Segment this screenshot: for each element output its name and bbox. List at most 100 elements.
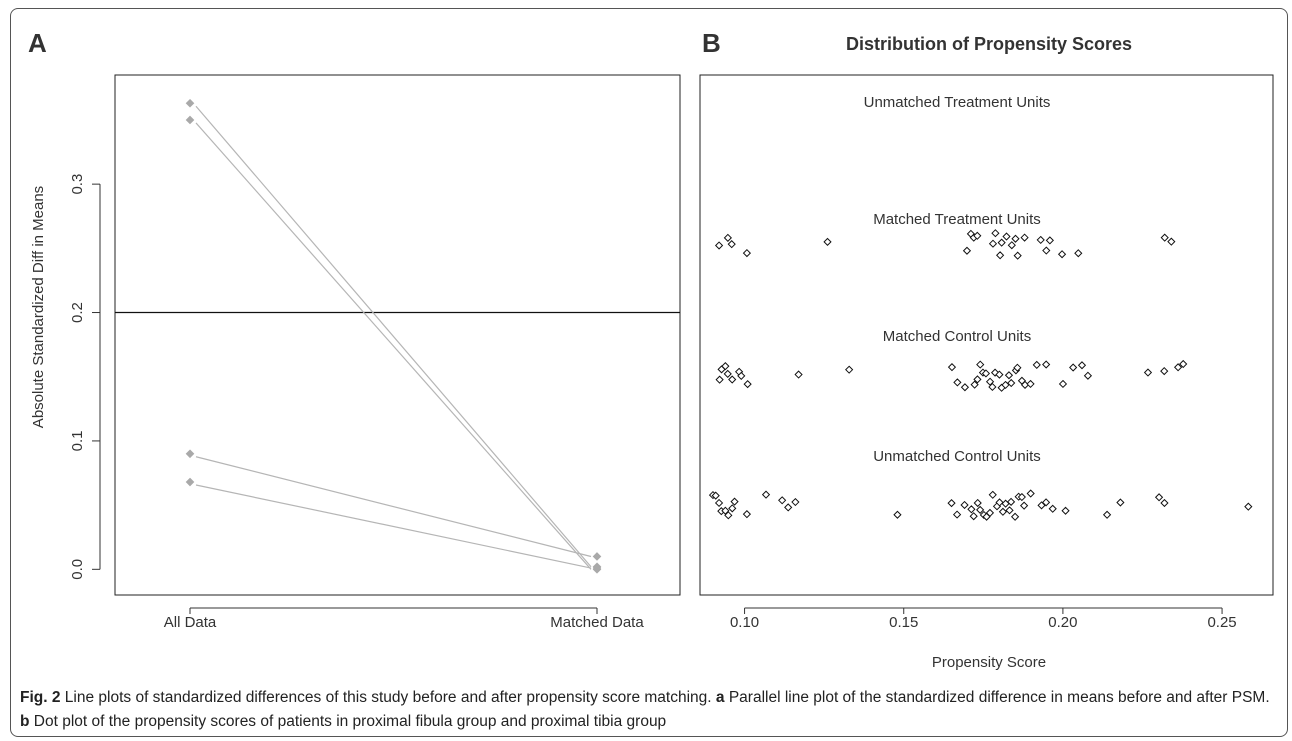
data-point: [1061, 506, 1070, 515]
panel-b-letter: B: [702, 28, 721, 58]
data-point: [730, 497, 739, 506]
data-point: [185, 477, 195, 487]
data-point: [1041, 498, 1051, 507]
data-point: [893, 510, 902, 519]
data-point: [1010, 512, 1020, 521]
data-point: [742, 510, 752, 519]
data-point: [711, 491, 720, 500]
group-3: Matched Control Units: [715, 328, 1188, 392]
data-point: [973, 375, 982, 384]
data-point: [1116, 498, 1125, 507]
series-line-4: [195, 484, 592, 569]
data-point: [743, 380, 752, 389]
data-point: [1026, 489, 1035, 498]
x-tick-label: 0.15: [889, 614, 918, 631]
data-point: [778, 496, 787, 505]
data-point: [1048, 504, 1057, 513]
panel-a-series-group: [195, 105, 592, 570]
data-point: [985, 508, 995, 518]
data-point: [1154, 493, 1164, 502]
series-line-3: [195, 456, 592, 558]
panel-a-points-group: [185, 98, 602, 574]
data-point: [1019, 501, 1029, 510]
data-point: [761, 490, 771, 499]
x-tick-label: Matched Data: [550, 614, 644, 631]
data-point: [985, 377, 995, 386]
x-tick-label: 0.20: [1048, 614, 1077, 631]
data-point: [1007, 241, 1016, 250]
data-point: [1057, 250, 1067, 259]
data-point: [1058, 379, 1068, 389]
data-point: [1005, 506, 1014, 515]
data-point: [823, 237, 832, 246]
data-point: [1077, 361, 1087, 370]
data-point: [967, 505, 976, 514]
data-point: [969, 512, 978, 521]
panel-a-plot-area: [114, 74, 681, 596]
data-point: [1083, 371, 1093, 380]
caption-b-text: Dot plot of the propensity scores of pat…: [29, 713, 667, 730]
panel-a-y-axis: 0.0 0.1 0.2 0.3: [69, 174, 101, 580]
data-point: [1143, 368, 1153, 377]
panel-a-x-axis: All Data Matched Data: [164, 607, 644, 631]
panel-b-x-axis-label: Propensity Score: [932, 654, 1046, 671]
data-point: [1007, 378, 1016, 388]
data-point: [791, 497, 800, 507]
data-point: [1032, 360, 1041, 370]
group-2: Matched Treatment Units: [714, 211, 1176, 260]
data-point: [1020, 233, 1029, 242]
y-tick-label: 0.3: [69, 174, 86, 195]
y-tick-label: 0.1: [69, 430, 86, 451]
data-point: [1179, 359, 1188, 369]
data-point: [997, 238, 1006, 247]
data-point: [185, 98, 195, 108]
group-1: Unmatched Treatment Units: [864, 94, 1051, 111]
data-point: [970, 380, 979, 389]
series-line-2: [195, 122, 592, 570]
data-point: [784, 503, 793, 512]
data-point: [1017, 492, 1026, 502]
data-point: [728, 504, 737, 513]
group-label: Matched Control Units: [883, 328, 1031, 345]
group-label: Unmatched Treatment Units: [864, 94, 1051, 111]
x-tick-label: 0.25: [1207, 614, 1236, 631]
data-point: [996, 251, 1005, 260]
panel-b-plot-area: [699, 74, 1274, 596]
data-point: [592, 552, 602, 561]
data-point: [973, 231, 982, 240]
data-point: [1173, 363, 1183, 372]
data-point: [723, 233, 732, 242]
panel-b-title: Distribution of Propensity Scores: [846, 34, 1132, 54]
series-line-1: [195, 105, 592, 568]
data-point: [1167, 237, 1176, 246]
data-point: [1074, 249, 1083, 258]
data-point: [715, 375, 724, 384]
data-point: [995, 498, 1004, 507]
caption-a-text: Parallel line plot of the standardized d…: [724, 689, 1270, 706]
data-point: [947, 363, 957, 372]
group-4: Unmatched Control Units: [708, 448, 1253, 521]
data-point: [1026, 379, 1035, 389]
caption-fig-label: Fig. 2: [20, 689, 61, 706]
data-point: [953, 378, 962, 387]
data-point: [960, 500, 969, 510]
data-point: [742, 248, 752, 258]
x-tick-label: 0.10: [730, 614, 759, 631]
data-point: [988, 239, 998, 248]
caption-intro: Line plots of standardized differences o…: [60, 689, 716, 706]
x-tick-label: All Data: [164, 614, 217, 631]
data-point: [794, 370, 803, 379]
data-point: [1036, 235, 1045, 245]
data-point: [991, 229, 1000, 238]
data-point: [737, 371, 746, 381]
caption-b-label: b: [20, 713, 30, 730]
data-point: [845, 365, 854, 374]
panel-a-y-axis-label: Absolute Standardized Diff in Means: [30, 186, 47, 428]
data-point: [1045, 236, 1054, 245]
data-point: [185, 115, 195, 125]
data-point: [998, 507, 1008, 516]
data-point: [981, 369, 991, 378]
data-point: [952, 510, 962, 519]
data-point: [721, 362, 730, 371]
data-point: [1160, 366, 1169, 376]
